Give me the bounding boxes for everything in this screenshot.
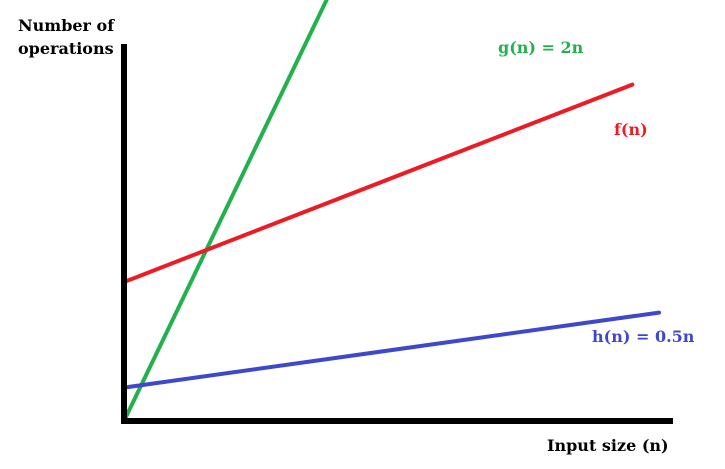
series-line-h — [122, 310, 661, 390]
y-axis-title-line-2: operations — [18, 39, 114, 58]
series-label-g: g(n) = 2n — [498, 38, 584, 57]
series-line-f — [122, 82, 635, 284]
y-axis-title-line-1: Number of — [18, 16, 115, 35]
series-line-g — [122, 0, 329, 423]
series-label-h: h(n) = 0.5n — [592, 327, 695, 346]
y-axis-title: Number of operations — [18, 16, 120, 58]
series-layer — [122, 0, 661, 423]
series-label-f: f(n) — [614, 120, 648, 139]
x-axis-title: Input size (n) — [547, 436, 669, 455]
